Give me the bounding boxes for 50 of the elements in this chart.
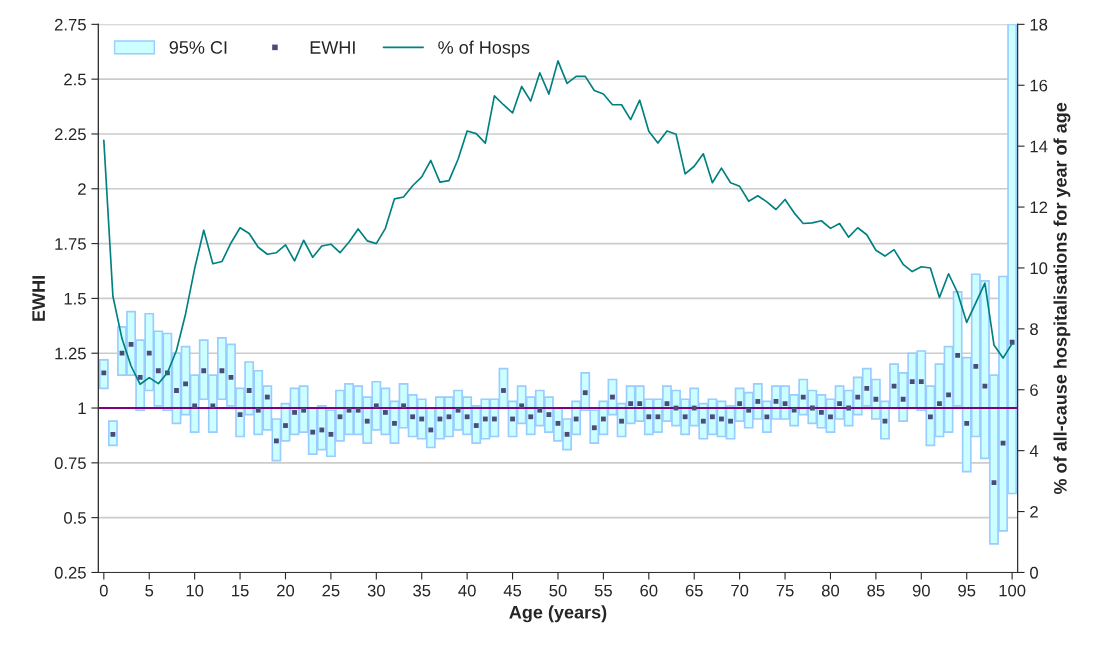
y-tick-label: 2 [78,183,86,195]
y-tick-label: 2.75 [54,18,86,31]
x-tick-label: 40 [458,584,476,597]
x-tick-label: 55 [594,584,612,597]
x-tick-label: 90 [912,584,930,597]
legend-label: 95% CI [169,41,227,54]
y-tick-label: 0.5 [64,512,86,524]
y2-tick-label: 6 [1030,384,1038,396]
y2-tick-label: 16 [1030,79,1048,92]
y-tick-label: 1.25 [55,347,86,360]
y-tick-label: 0.75 [54,457,86,470]
x-tick-label: 10 [186,584,204,597]
line-series [102,60,1013,386]
x-tick-label: 70 [731,584,749,597]
legend-label: % of Hosps [438,40,530,58]
y2-tick-label: 18 [1030,18,1048,31]
x-tick-label: 35 [413,584,431,597]
x-tick-label: 95 [958,584,976,597]
y2-tick-label: 8 [1030,323,1038,336]
y2-tick-label: 4 [1029,445,1039,457]
x-tick-label: 50 [549,584,567,597]
y2-axis-title: % of all-cause hospitalisations for year of age [1053,102,1071,495]
x-tick-label: 25 [322,584,340,597]
x-tick-label: 20 [277,584,295,597]
x-axis-title: Age (years) [509,605,607,623]
y2-tick-label: 2 [1030,505,1038,518]
y-tick-label: 0.25 [54,566,86,579]
x-tick-label: 60 [640,584,658,597]
y-axis-title: EWHI [32,276,45,321]
x-tick-label: 45 [503,584,522,597]
y2-tick-label: 0 [1030,566,1039,579]
y-tick-label: 2.5 [64,73,86,86]
x-tick-label: 5 [145,584,154,597]
x-tick-label: 85 [867,584,885,597]
x-tick-label: 0 [99,584,108,597]
y2-tick-label: 14 [1030,140,1048,153]
y-tick-label: 1 [78,402,86,415]
legend-label: EWHI [310,41,355,54]
x-tick-label: 15 [232,584,249,597]
y2-tick-label: 12 [1030,201,1048,214]
x-tick-label: 100 [999,584,1026,597]
x-tick-label: 30 [367,584,385,597]
x-tick-label: 65 [685,584,703,597]
bar [98,358,109,390]
y2-tick-label: 10 [1030,262,1048,275]
y-tick-label: 1.75 [55,238,86,250]
x-tick-label: 75 [776,584,794,597]
x-tick-label: 80 [821,584,840,597]
y-tick-label: 2.25 [54,128,86,141]
y-tick-label: 1.5 [64,292,86,305]
